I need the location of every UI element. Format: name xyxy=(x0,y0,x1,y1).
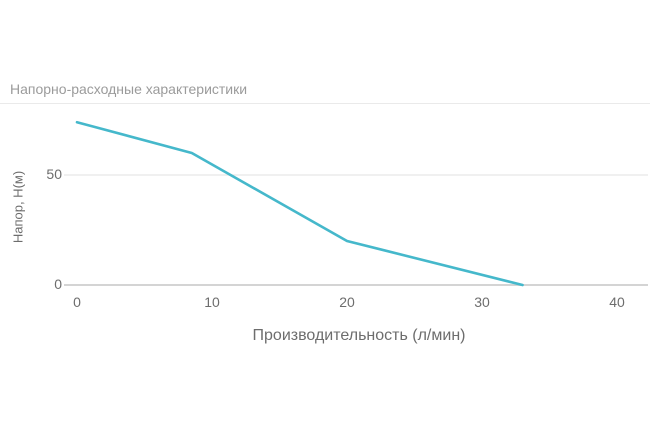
x-tick-label: 10 xyxy=(204,294,220,310)
y-tick-label: 0 xyxy=(54,276,62,292)
title-divider xyxy=(0,103,650,104)
x-axis-label: Производительность (л/мин) xyxy=(252,327,466,344)
x-tick-label: 0 xyxy=(73,294,81,310)
pump-curve-line xyxy=(75,120,524,287)
y-tick-label: 50 xyxy=(46,166,62,182)
chart-title: Напорно-расходные характеристики xyxy=(10,81,248,97)
x-tick-label: 40 xyxy=(609,294,625,310)
x-tick-label: 20 xyxy=(339,294,355,310)
x-tick-label: 30 xyxy=(474,294,490,310)
